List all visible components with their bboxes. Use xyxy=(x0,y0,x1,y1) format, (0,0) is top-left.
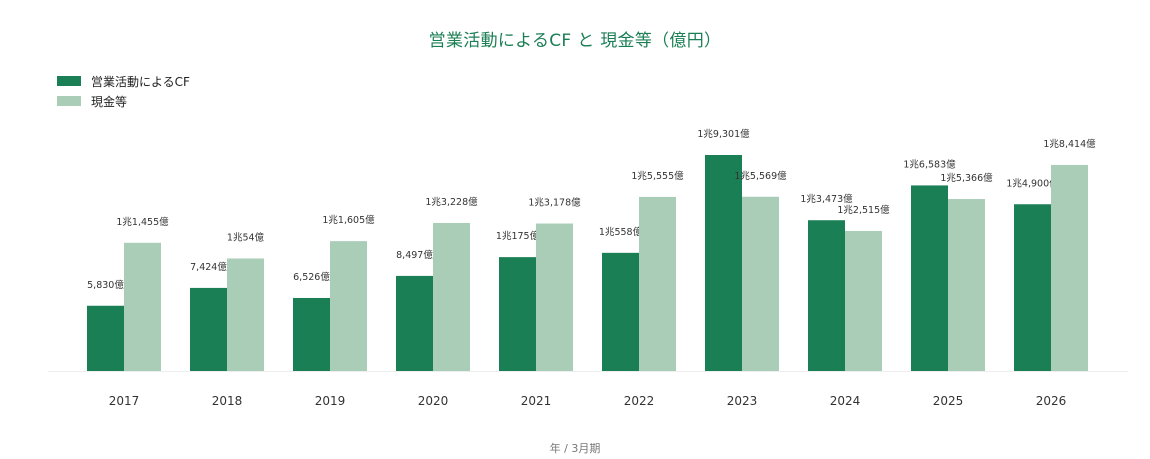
data-label-operating-cf-2019: 6,526億 xyxy=(293,271,330,283)
bar-cash-2017[interactable] xyxy=(124,242,161,371)
legend-swatch-cash xyxy=(57,96,81,106)
bar-operating-cf-2024[interactable] xyxy=(808,220,845,371)
data-label-operating-cf-2024: 1兆3,473億 xyxy=(800,193,853,205)
data-label-operating-cf-2023: 1兆9,301億 xyxy=(697,128,750,140)
data-label-cash-2017: 1兆1,455億 xyxy=(116,216,169,228)
x-tick-label-2021: 2021 xyxy=(521,394,552,408)
data-label-operating-cf-2022: 1兆558億 xyxy=(599,226,643,238)
data-label-cash-2020: 1兆3,228億 xyxy=(425,196,478,208)
legend-label-cash: 現金等 xyxy=(91,94,128,109)
x-axis-title: 年 / 3月期 xyxy=(549,442,601,455)
bar-cash-2023[interactable] xyxy=(742,196,779,371)
data-label-cash-2024: 1兆2,515億 xyxy=(837,204,890,216)
data-label-operating-cf-2025: 1兆6,583億 xyxy=(903,158,956,170)
x-tick-label-2023: 2023 xyxy=(727,394,758,408)
x-tick-label-2022: 2022 xyxy=(624,394,655,408)
bar-operating-cf-2025[interactable] xyxy=(911,185,948,371)
x-tick-label-2020: 2020 xyxy=(418,394,449,408)
bar-operating-cf-2017[interactable] xyxy=(87,305,124,371)
bar-cash-2018[interactable] xyxy=(227,258,264,371)
bar-operating-cf-2020[interactable] xyxy=(396,275,433,371)
bar-cash-2024[interactable] xyxy=(845,230,882,371)
data-label-cash-2021: 1兆3,178億 xyxy=(528,197,581,209)
data-label-cash-2022: 1兆5,555億 xyxy=(631,170,684,182)
x-tick-label-2025: 2025 xyxy=(933,394,964,408)
legend-item-operating-cf[interactable]: 営業活動によるCF xyxy=(57,72,190,90)
bar-cash-2022[interactable] xyxy=(639,196,676,371)
legend: 営業活動によるCF 現金等 xyxy=(57,72,190,112)
x-tick-label-2019: 2019 xyxy=(315,394,346,408)
bar-operating-cf-2023[interactable] xyxy=(705,155,742,371)
bar-operating-cf-2018[interactable] xyxy=(190,287,227,371)
bar-cash-2025[interactable] xyxy=(948,199,985,371)
data-label-operating-cf-2026: 1兆4,900億 xyxy=(1006,177,1059,189)
data-label-operating-cf-2020: 8,497億 xyxy=(396,249,433,261)
data-label-operating-cf-2017: 5,830億 xyxy=(87,279,124,291)
x-tick-label-2017: 2017 xyxy=(109,394,140,408)
data-label-operating-cf-2018: 7,424億 xyxy=(190,261,227,273)
data-label-cash-2018: 1兆54億 xyxy=(227,231,265,243)
bar-cash-2020[interactable] xyxy=(433,222,470,371)
bar-cash-2026[interactable] xyxy=(1051,164,1088,371)
x-tick-label-2024: 2024 xyxy=(830,394,861,408)
bar-operating-cf-2019[interactable] xyxy=(293,297,330,371)
bar-operating-cf-2021[interactable] xyxy=(499,257,536,371)
bar-operating-cf-2022[interactable] xyxy=(602,252,639,371)
bar-cash-2019[interactable] xyxy=(330,241,367,371)
legend-swatch-operating-cf xyxy=(57,76,81,86)
data-label-operating-cf-2021: 1兆175億 xyxy=(496,230,540,242)
legend-label-operating-cf: 営業活動によるCF xyxy=(91,74,190,89)
x-tick-label-2026: 2026 xyxy=(1036,394,1067,408)
data-label-cash-2025: 1兆5,366億 xyxy=(940,172,993,184)
bar-cash-2021[interactable] xyxy=(536,223,573,371)
data-label-cash-2026: 1兆8,414億 xyxy=(1043,138,1096,150)
legend-item-cash[interactable]: 現金等 xyxy=(57,92,190,110)
data-label-cash-2023: 1兆5,569億 xyxy=(734,170,787,182)
bar-operating-cf-2026[interactable] xyxy=(1014,204,1051,371)
data-label-cash-2019: 1兆1,605億 xyxy=(322,214,375,226)
x-tick-label-2018: 2018 xyxy=(212,394,243,408)
chart-title: 営業活動によるCF と 現金等（億円） xyxy=(428,31,722,51)
